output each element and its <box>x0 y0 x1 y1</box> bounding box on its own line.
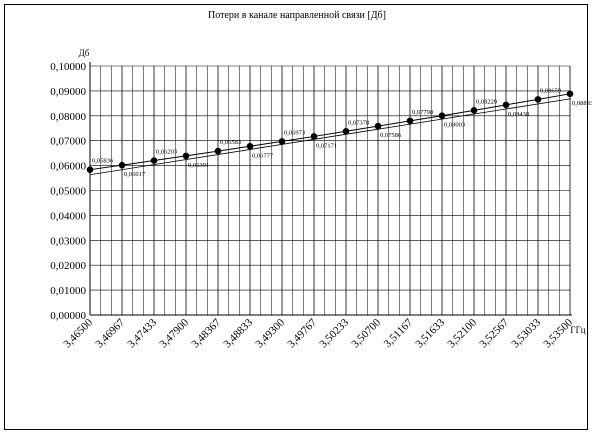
data-labels-group: 0,05836 0,06017 0,06203 0,06391 0,06583 0,067… <box>92 87 592 178</box>
y-tick-label: 0,02000 <box>50 260 86 272</box>
x-axis-label: ГГц <box>570 325 585 335</box>
data-point <box>342 127 350 135</box>
data-label: 0,08659 <box>540 87 561 94</box>
grid-lines <box>89 65 571 316</box>
y-tick-label: 0,05000 <box>50 186 86 198</box>
y-tick-label: 0,03000 <box>50 235 86 247</box>
x-tick-label: 3,50700 <box>349 316 383 350</box>
data-point <box>310 133 318 140</box>
x-tick-label: 3,51167 <box>382 316 416 350</box>
data-label: 0,08438 <box>508 111 529 118</box>
y-tick-label: 0,00000 <box>50 310 86 322</box>
x-tick-label: 3,52100 <box>445 316 479 350</box>
x-tick-labels: 3,465003,469673,474333,479003,483673,488… <box>61 316 575 350</box>
axes <box>89 62 572 316</box>
x-tick-label: 3,49300 <box>253 316 287 350</box>
data-point <box>534 96 542 103</box>
y-tick-label: 0,09000 <box>50 86 86 98</box>
chart-title: Потери в канале направленной связи [Дб] <box>208 10 386 21</box>
series-group <box>86 90 574 176</box>
y-tick-label: 0,07000 <box>50 136 86 148</box>
y-tick-label: 0,08000 <box>50 111 86 123</box>
y-tick-label: 0,06000 <box>50 161 86 173</box>
data-label: 0,06777 <box>252 152 274 159</box>
x-tick-label: 3,48833 <box>221 316 255 350</box>
data-point <box>86 166 94 173</box>
data-point <box>214 147 222 155</box>
x-tick-label: 3,50233 <box>317 316 351 350</box>
y-tick-label: 0,04000 <box>50 210 86 222</box>
data-point <box>118 161 126 169</box>
x-tick-label: 3,51633 <box>413 316 447 350</box>
data-label: 0,08883 <box>572 100 592 107</box>
data-point <box>246 142 254 150</box>
x-tick-label: 3,48367 <box>189 316 223 350</box>
data-label: 0,05836 <box>92 158 114 165</box>
y-axis-label: Дб <box>79 48 90 58</box>
data-label: 0,06017 <box>124 171 146 178</box>
x-tick-label: 3,47900 <box>157 316 191 350</box>
data-point <box>278 138 286 145</box>
data-point <box>182 152 190 160</box>
y-tick-label: 0,01000 <box>50 285 86 297</box>
data-point <box>502 101 510 109</box>
data-label: 0,07586 <box>380 132 402 139</box>
trend-line <box>90 98 571 176</box>
x-tick-label: 3,53033 <box>509 316 543 350</box>
data-label: 0,08220 <box>476 98 497 105</box>
data-label: 0,08003 <box>444 122 465 129</box>
x-tick-label: 3,52567 <box>477 316 511 350</box>
data-label: 0,06203 <box>156 149 177 156</box>
data-label: 0,06973 <box>284 129 305 136</box>
y-tick-label: 0,10000 <box>50 61 86 73</box>
data-label: 0,07378 <box>348 119 369 126</box>
x-tick-label: 3,47433 <box>125 316 159 350</box>
x-tick-label: 3,46967 <box>93 316 127 350</box>
data-label: 0,06583 <box>220 139 241 146</box>
series-line <box>89 93 571 171</box>
data-point <box>470 107 478 114</box>
x-tick-label: 3,49767 <box>285 316 319 350</box>
data-point <box>438 112 446 120</box>
data-label: 0,07798 <box>412 109 433 116</box>
data-point <box>374 122 382 130</box>
data-point <box>566 90 574 98</box>
data-label: 0,06391 <box>188 162 209 169</box>
data-label: 0,07171 <box>316 142 337 149</box>
data-point <box>150 157 158 164</box>
y-tick-labels: 0,00000 0,01000 0,02000 0,03000 0,04000 0,050… <box>50 61 86 322</box>
chart-frame <box>4 4 588 430</box>
data-point <box>406 117 414 125</box>
